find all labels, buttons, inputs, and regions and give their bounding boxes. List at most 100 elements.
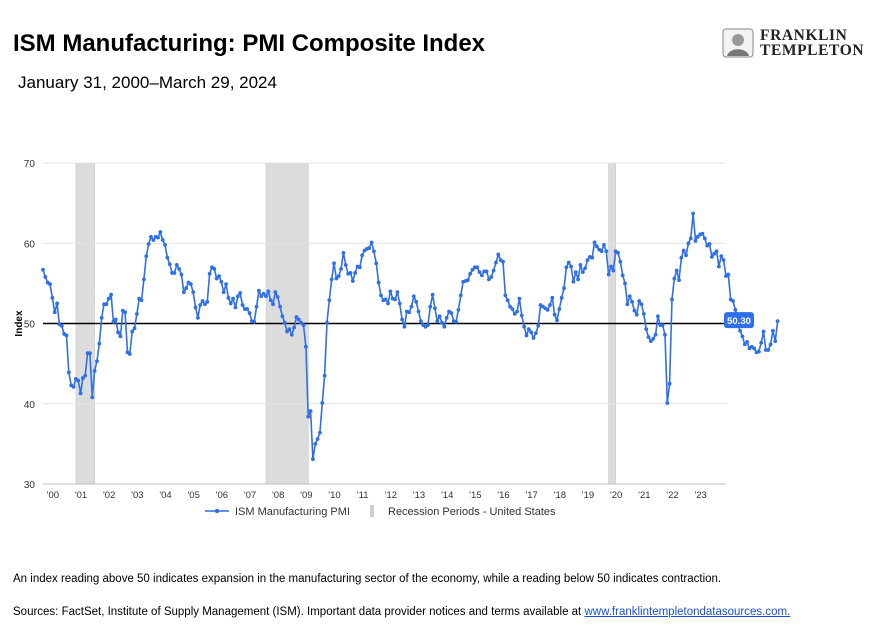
data-point bbox=[564, 265, 569, 270]
data-point bbox=[609, 264, 613, 269]
data-point bbox=[179, 272, 184, 277]
data-point bbox=[397, 301, 402, 306]
x-tick-label: '12 bbox=[385, 490, 397, 501]
data-point bbox=[207, 271, 212, 276]
data-point bbox=[559, 295, 564, 300]
data-point bbox=[738, 328, 742, 333]
data-point bbox=[174, 263, 179, 267]
data-point bbox=[660, 323, 665, 328]
data-point bbox=[630, 299, 634, 304]
data-point bbox=[632, 308, 637, 313]
data-point bbox=[684, 253, 688, 258]
data-point bbox=[214, 276, 219, 281]
series-line bbox=[42, 212, 779, 460]
data-point bbox=[644, 327, 649, 332]
data-point bbox=[252, 319, 257, 324]
data-point bbox=[606, 272, 611, 277]
data-point bbox=[707, 242, 712, 246]
data-point bbox=[233, 305, 238, 310]
data-point bbox=[64, 333, 69, 338]
data-point bbox=[409, 304, 414, 309]
data-point bbox=[454, 319, 458, 324]
data-point bbox=[271, 302, 275, 307]
x-tick-label: '21 bbox=[638, 490, 650, 501]
data-point bbox=[571, 279, 576, 284]
data-point bbox=[372, 249, 376, 254]
data-point bbox=[83, 373, 88, 378]
data-point bbox=[177, 267, 182, 271]
x-tick-label: '14 bbox=[441, 490, 453, 501]
data-point bbox=[289, 332, 294, 337]
data-point bbox=[268, 298, 273, 303]
data-point bbox=[393, 297, 397, 302]
data-point bbox=[585, 258, 590, 263]
data-point bbox=[369, 240, 374, 245]
data-point bbox=[132, 326, 137, 331]
data-point bbox=[332, 261, 336, 266]
data-point bbox=[470, 267, 475, 272]
data-point bbox=[92, 368, 97, 373]
y-tick-label: 70 bbox=[24, 159, 36, 170]
x-tick-label: '05 bbox=[187, 490, 199, 501]
data-point bbox=[494, 260, 498, 265]
chart-title: ISM Manufacturing: PMI Composite Index bbox=[13, 30, 486, 57]
sources-note: Sources: FactSet, Institute of Supply Ma… bbox=[13, 606, 790, 618]
data-point bbox=[583, 266, 588, 271]
data-point bbox=[336, 274, 341, 279]
data-point bbox=[261, 291, 266, 296]
data-point bbox=[329, 277, 334, 282]
data-point bbox=[376, 280, 381, 285]
data-point bbox=[379, 293, 383, 298]
data-point bbox=[515, 309, 519, 314]
sources-link[interactable]: www.franklintempletondatasources.com. bbox=[584, 606, 791, 618]
data-point bbox=[646, 335, 651, 340]
data-point bbox=[146, 242, 151, 246]
data-point bbox=[228, 301, 233, 306]
data-point bbox=[353, 271, 358, 275]
y-tick-label: 60 bbox=[24, 239, 36, 250]
x-tick-label: '10 bbox=[328, 490, 340, 501]
data-point bbox=[686, 241, 691, 246]
data-point bbox=[88, 351, 92, 356]
x-tick-label: '18 bbox=[554, 490, 566, 501]
data-point bbox=[219, 279, 224, 284]
data-point bbox=[48, 282, 52, 287]
data-point bbox=[688, 236, 693, 241]
data-point bbox=[113, 317, 118, 322]
data-point bbox=[766, 348, 771, 352]
x-tick-label: '23 bbox=[694, 490, 706, 501]
data-point bbox=[531, 336, 536, 340]
data-point bbox=[611, 268, 616, 273]
data-point bbox=[167, 262, 172, 267]
data-point bbox=[477, 270, 482, 275]
data-point bbox=[719, 254, 724, 258]
data-point bbox=[292, 325, 297, 330]
data-point bbox=[306, 414, 311, 419]
data-point bbox=[712, 251, 717, 256]
x-tick-label: '19 bbox=[582, 490, 594, 501]
data-point bbox=[505, 298, 510, 303]
last-value-label: 50.30 bbox=[727, 316, 751, 327]
data-point bbox=[238, 291, 243, 295]
x-tick-label: '22 bbox=[666, 490, 678, 501]
data-point bbox=[334, 276, 339, 281]
data-point bbox=[733, 307, 738, 312]
x-tick-label: '07 bbox=[244, 490, 256, 501]
data-point bbox=[468, 271, 473, 276]
data-point bbox=[512, 311, 517, 316]
data-point bbox=[50, 295, 55, 300]
data-point bbox=[294, 315, 299, 319]
data-point bbox=[278, 304, 282, 309]
data-point bbox=[296, 317, 301, 322]
data-point bbox=[320, 401, 325, 405]
data-point bbox=[181, 290, 186, 295]
data-point bbox=[670, 297, 674, 302]
x-tick-label: '06 bbox=[216, 490, 228, 501]
data-point bbox=[709, 254, 714, 259]
data-point bbox=[456, 307, 461, 312]
data-point bbox=[116, 330, 121, 335]
data-point bbox=[275, 295, 280, 299]
data-point bbox=[414, 299, 419, 304]
data-point bbox=[569, 264, 573, 269]
data-point bbox=[695, 234, 700, 239]
